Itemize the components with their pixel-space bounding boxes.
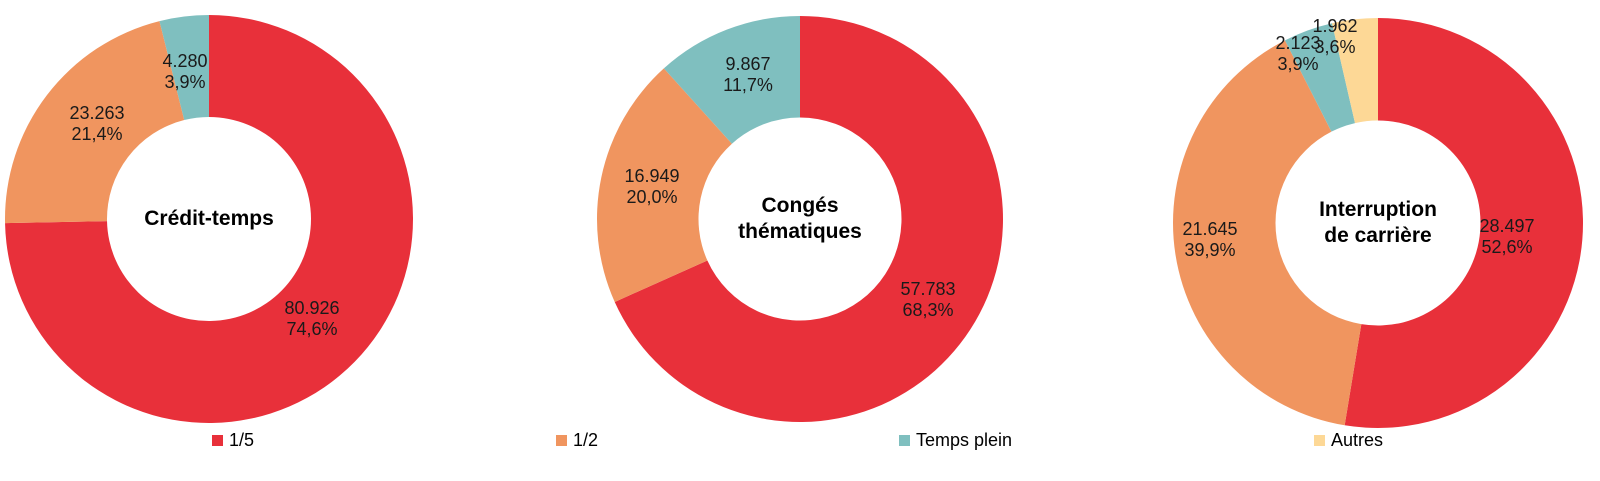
donut-center-title: Interruption de carrière — [1319, 197, 1437, 249]
legend-item-autres: Autres — [1314, 430, 1383, 451]
slice-data-label: 23.263 21,4% — [69, 103, 124, 145]
legend-label: Temps plein — [916, 430, 1013, 450]
slice-percent: 39,9% — [1184, 240, 1236, 260]
donut-center-title-line: Congés — [761, 194, 839, 217]
slice-data-label: 21.645 39,9% — [1182, 219, 1237, 261]
legend-item-1-2: 1/2 — [556, 430, 598, 451]
legend-label: 1/5 — [229, 430, 255, 450]
slice-data-label: 9.867 11,7% — [723, 54, 773, 96]
slice-data-label: 2.123 3,9% — [1275, 33, 1320, 75]
donut-slice-1-5 — [614, 16, 1003, 422]
slice-value: 21.645 — [1182, 219, 1238, 239]
slice-value: 28.497 — [1479, 216, 1535, 236]
slice-percent: 3,9% — [1277, 54, 1319, 74]
donut-center-title-line: Crédit-temps — [144, 207, 274, 230]
legend-item-temps-plein: Temps plein — [899, 430, 1012, 451]
slice-percent: 52,6% — [1481, 237, 1533, 257]
donut-chart-2 — [597, 16, 1003, 422]
donut-slice-temps-plein — [159, 15, 209, 121]
slice-data-label: 4.280 3,9% — [162, 51, 207, 93]
donut-slice-temps-plein — [1284, 23, 1356, 132]
donut-center-title: Crédit-temps — [144, 206, 274, 232]
legend-item-1-5: 1/5 — [212, 430, 254, 451]
legend-swatch-icon — [899, 435, 910, 446]
slice-value: 23.263 — [69, 103, 125, 123]
donut-chart-1 — [5, 15, 413, 423]
slice-percent: 20,0% — [626, 187, 678, 207]
donut-slice-1-5 — [5, 15, 413, 423]
legend-label: 1/2 — [573, 430, 599, 450]
slice-data-label: 28.497 52,6% — [1479, 216, 1534, 258]
donut-slice-1-5 — [1344, 18, 1583, 429]
slice-value: 16.949 — [624, 166, 680, 186]
legend-swatch-icon — [556, 435, 567, 446]
legend-swatch-icon — [1314, 435, 1325, 446]
slice-value: 9.867 — [725, 54, 771, 74]
slice-percent: 3,6% — [1314, 37, 1356, 57]
slice-percent: 11,7% — [723, 75, 773, 95]
donut-center-title-line: Interruption — [1319, 198, 1437, 221]
slice-percent: 3,9% — [164, 72, 206, 92]
donut-center-title: Congés thématiques — [738, 193, 862, 245]
slice-value: 80.926 — [284, 298, 340, 318]
legend-swatch-icon — [212, 435, 223, 446]
donut-slice-1-2 — [597, 68, 732, 302]
donut-center-title-line: de carrière — [1324, 224, 1432, 247]
slice-percent: 21,4% — [71, 124, 123, 144]
slice-data-label: 1.962 3,6% — [1312, 16, 1357, 58]
slice-percent: 68,3% — [902, 300, 954, 320]
slice-value: 4.280 — [162, 51, 208, 71]
donut-slice-1-2 — [5, 21, 185, 224]
legend-label: Autres — [1331, 430, 1384, 450]
slice-data-label: 57.783 68,3% — [900, 279, 955, 321]
donut-slice-temps-plein — [663, 16, 800, 144]
slice-percent: 74,6% — [286, 319, 338, 339]
slice-value: 57.783 — [900, 279, 956, 299]
slice-value: 2.123 — [1275, 33, 1321, 53]
slice-data-label: 80.926 74,6% — [284, 298, 339, 340]
donut-slice-autres — [1332, 18, 1378, 124]
slice-value: 1.962 — [1312, 16, 1358, 36]
donut-slice-1-2 — [1173, 40, 1362, 426]
slice-data-label: 16.949 20,0% — [624, 166, 679, 208]
donut-chart-3 — [1173, 18, 1583, 429]
donut-center-title-line: thématiques — [738, 220, 862, 243]
